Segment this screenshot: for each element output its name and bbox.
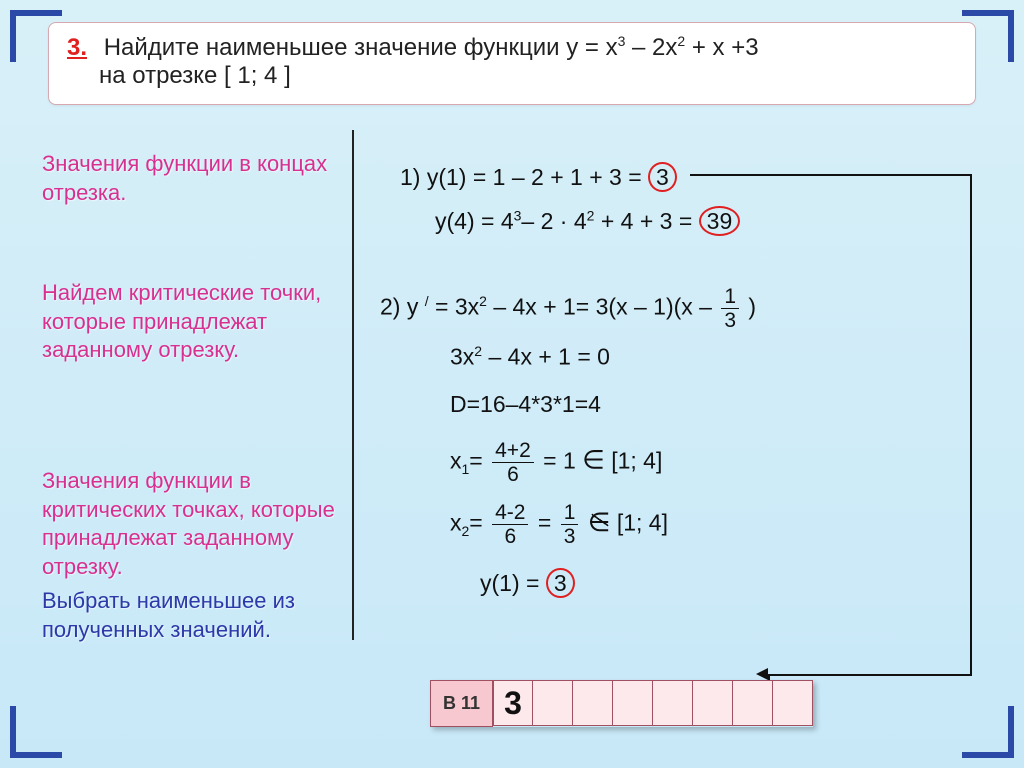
step-label-4: Выбрать наименьшее из полученных значени…	[42, 587, 337, 644]
calc-line-8: y(1) = 3	[480, 568, 575, 599]
step-label-3: Значения функции в критических точках, к…	[42, 467, 337, 581]
circled-value: 3	[546, 568, 575, 598]
problem-text: Найдите наименьшее значение функции y = …	[104, 34, 759, 61]
arrow-head-icon	[756, 668, 768, 680]
circled-value: 3	[648, 162, 677, 192]
arrow-segment	[768, 674, 972, 676]
answer-cell	[653, 680, 693, 726]
element-of-symbol: ∈	[582, 446, 605, 475]
answer-cell	[573, 680, 613, 726]
fraction: 4-26	[492, 502, 528, 547]
answer-cell	[733, 680, 773, 726]
explanation-column: Значения функции в концах отрезка. Найде…	[42, 150, 337, 645]
fraction: 13	[561, 502, 579, 547]
step-label-1: Значения функции в концах отрезка.	[42, 150, 337, 207]
answer-cell: 3	[493, 680, 533, 726]
vertical-divider	[352, 130, 354, 640]
fraction: 4+26	[492, 440, 534, 485]
answer-label: B 11	[430, 680, 493, 727]
problem-number: 3.	[67, 34, 87, 61]
step-label-2: Найдем критические точки, которые принад…	[42, 279, 337, 365]
answer-cell	[613, 680, 653, 726]
arrow-segment	[970, 174, 972, 674]
problem-statement: 3. Найдите наименьшее значение функции y…	[48, 22, 976, 105]
problem-text-line2: на отрезке [ 1; 4 ]	[99, 62, 291, 89]
corner-decor	[962, 706, 1014, 758]
calc-line-6: x1= 4+26 = 1 ∈ [1; 4]	[450, 440, 662, 485]
answer-box: B 11 3	[430, 680, 813, 727]
calc-line-2: y(4) = 43– 2 · 42 + 4 + 3 = 39	[435, 206, 740, 237]
not-element-of-symbol: ∈	[588, 508, 611, 537]
corner-decor	[10, 706, 62, 758]
answer-cell	[693, 680, 733, 726]
calc-line-7: x2= 4-26 = 13 ∈ [1; 4]	[450, 502, 668, 547]
calc-line-1: 1) y(1) = 1 – 2 + 1 + 3 = 3	[400, 162, 677, 193]
fraction: 13	[721, 286, 739, 331]
calc-line-3: 2) y / = 3x2 – 4x + 1= 3(x – 1)(x – 13 )	[380, 286, 756, 331]
answer-cell	[533, 680, 573, 726]
calc-line-4: 3x2 – 4x + 1 = 0	[450, 342, 610, 373]
calc-line-5: D=16–4*3*1=4	[450, 390, 601, 420]
arrow-segment	[690, 174, 970, 176]
circled-value: 39	[699, 206, 741, 236]
answer-cell	[773, 680, 813, 726]
answer-cells: 3	[493, 680, 813, 727]
